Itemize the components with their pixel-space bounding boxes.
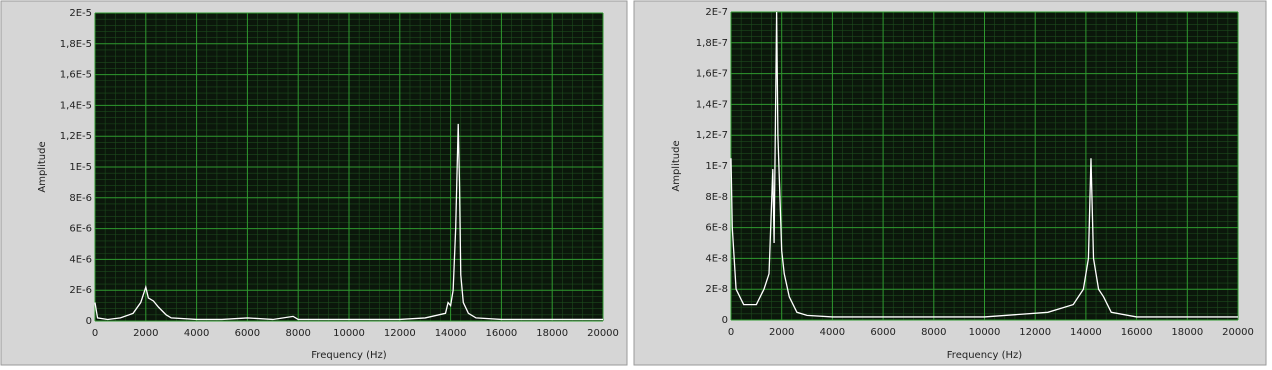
y-axis-title: Amplitude — [37, 141, 48, 192]
x-tick-label: 20000 — [587, 328, 619, 339]
x-tick-label: 0 — [92, 328, 98, 339]
x-tick-label: 4000 — [820, 327, 845, 338]
y-tick-label: 0 — [86, 316, 92, 327]
x-tick-label: 16000 — [485, 328, 517, 339]
x-tick-label: 8000 — [285, 328, 310, 339]
x-tick-label: 10000 — [969, 327, 1001, 338]
x-tick-label: 6000 — [235, 328, 260, 339]
x-tick-label: 18000 — [536, 328, 568, 339]
y-tick-label: 1,4E-5 — [60, 100, 92, 111]
x-tick-label: 20000 — [1222, 327, 1254, 338]
y-tick-label: 6E-8 — [705, 223, 728, 234]
y-tick-label: 8E-6 — [69, 193, 92, 204]
y-tick-label: 6E-6 — [69, 224, 92, 235]
x-tick-label: 4000 — [184, 328, 209, 339]
y-tick-label: 1,6E-5 — [60, 70, 92, 81]
x-tick-label: 14000 — [435, 328, 467, 339]
y-tick-label: 4E-8 — [705, 253, 728, 264]
x-tick-label: 12000 — [384, 328, 416, 339]
y-tick-label: 2E-7 — [705, 7, 728, 18]
x-axis-title: Frequency (Hz) — [947, 350, 1023, 361]
y-tick-label: 1,8E-5 — [60, 39, 92, 50]
x-tick-label: 2000 — [133, 328, 158, 339]
x-tick-label: 16000 — [1121, 327, 1153, 338]
y-tick-label: 1,2E-7 — [696, 130, 728, 141]
y-tick-label: 1,6E-7 — [696, 69, 728, 80]
y-tick-label: 8E-8 — [705, 192, 728, 203]
y-axis-title: Amplitude — [671, 140, 682, 191]
y-tick-label: 4E-6 — [69, 254, 92, 265]
x-tick-label: 8000 — [921, 327, 946, 338]
y-tick-label: 1E-7 — [705, 161, 728, 172]
y-tick-label: 1,4E-7 — [696, 99, 728, 110]
x-axis-title: Frequency (Hz) — [311, 350, 387, 361]
y-tick-label: 1,2E-5 — [60, 131, 92, 142]
x-tick-label: 14000 — [1070, 327, 1102, 338]
y-tick-label: 1E-5 — [69, 162, 92, 173]
x-tick-label: 0 — [728, 327, 734, 338]
x-tick-label: 2000 — [769, 327, 794, 338]
y-tick-label: 1,8E-7 — [696, 38, 728, 49]
y-tick-label: 2E-6 — [69, 285, 92, 296]
y-tick-label: 2E-5 — [69, 8, 92, 19]
spectrum-line — [94, 123, 603, 321]
x-tick-label: 18000 — [1171, 327, 1203, 338]
x-tick-label: 12000 — [1019, 327, 1051, 338]
y-tick-label: 2E-8 — [705, 284, 728, 295]
x-tick-label: 6000 — [870, 327, 895, 338]
x-tick-label: 10000 — [333, 328, 365, 339]
spectrum-line — [730, 11, 1238, 318]
y-tick-label: 0 — [722, 315, 728, 326]
